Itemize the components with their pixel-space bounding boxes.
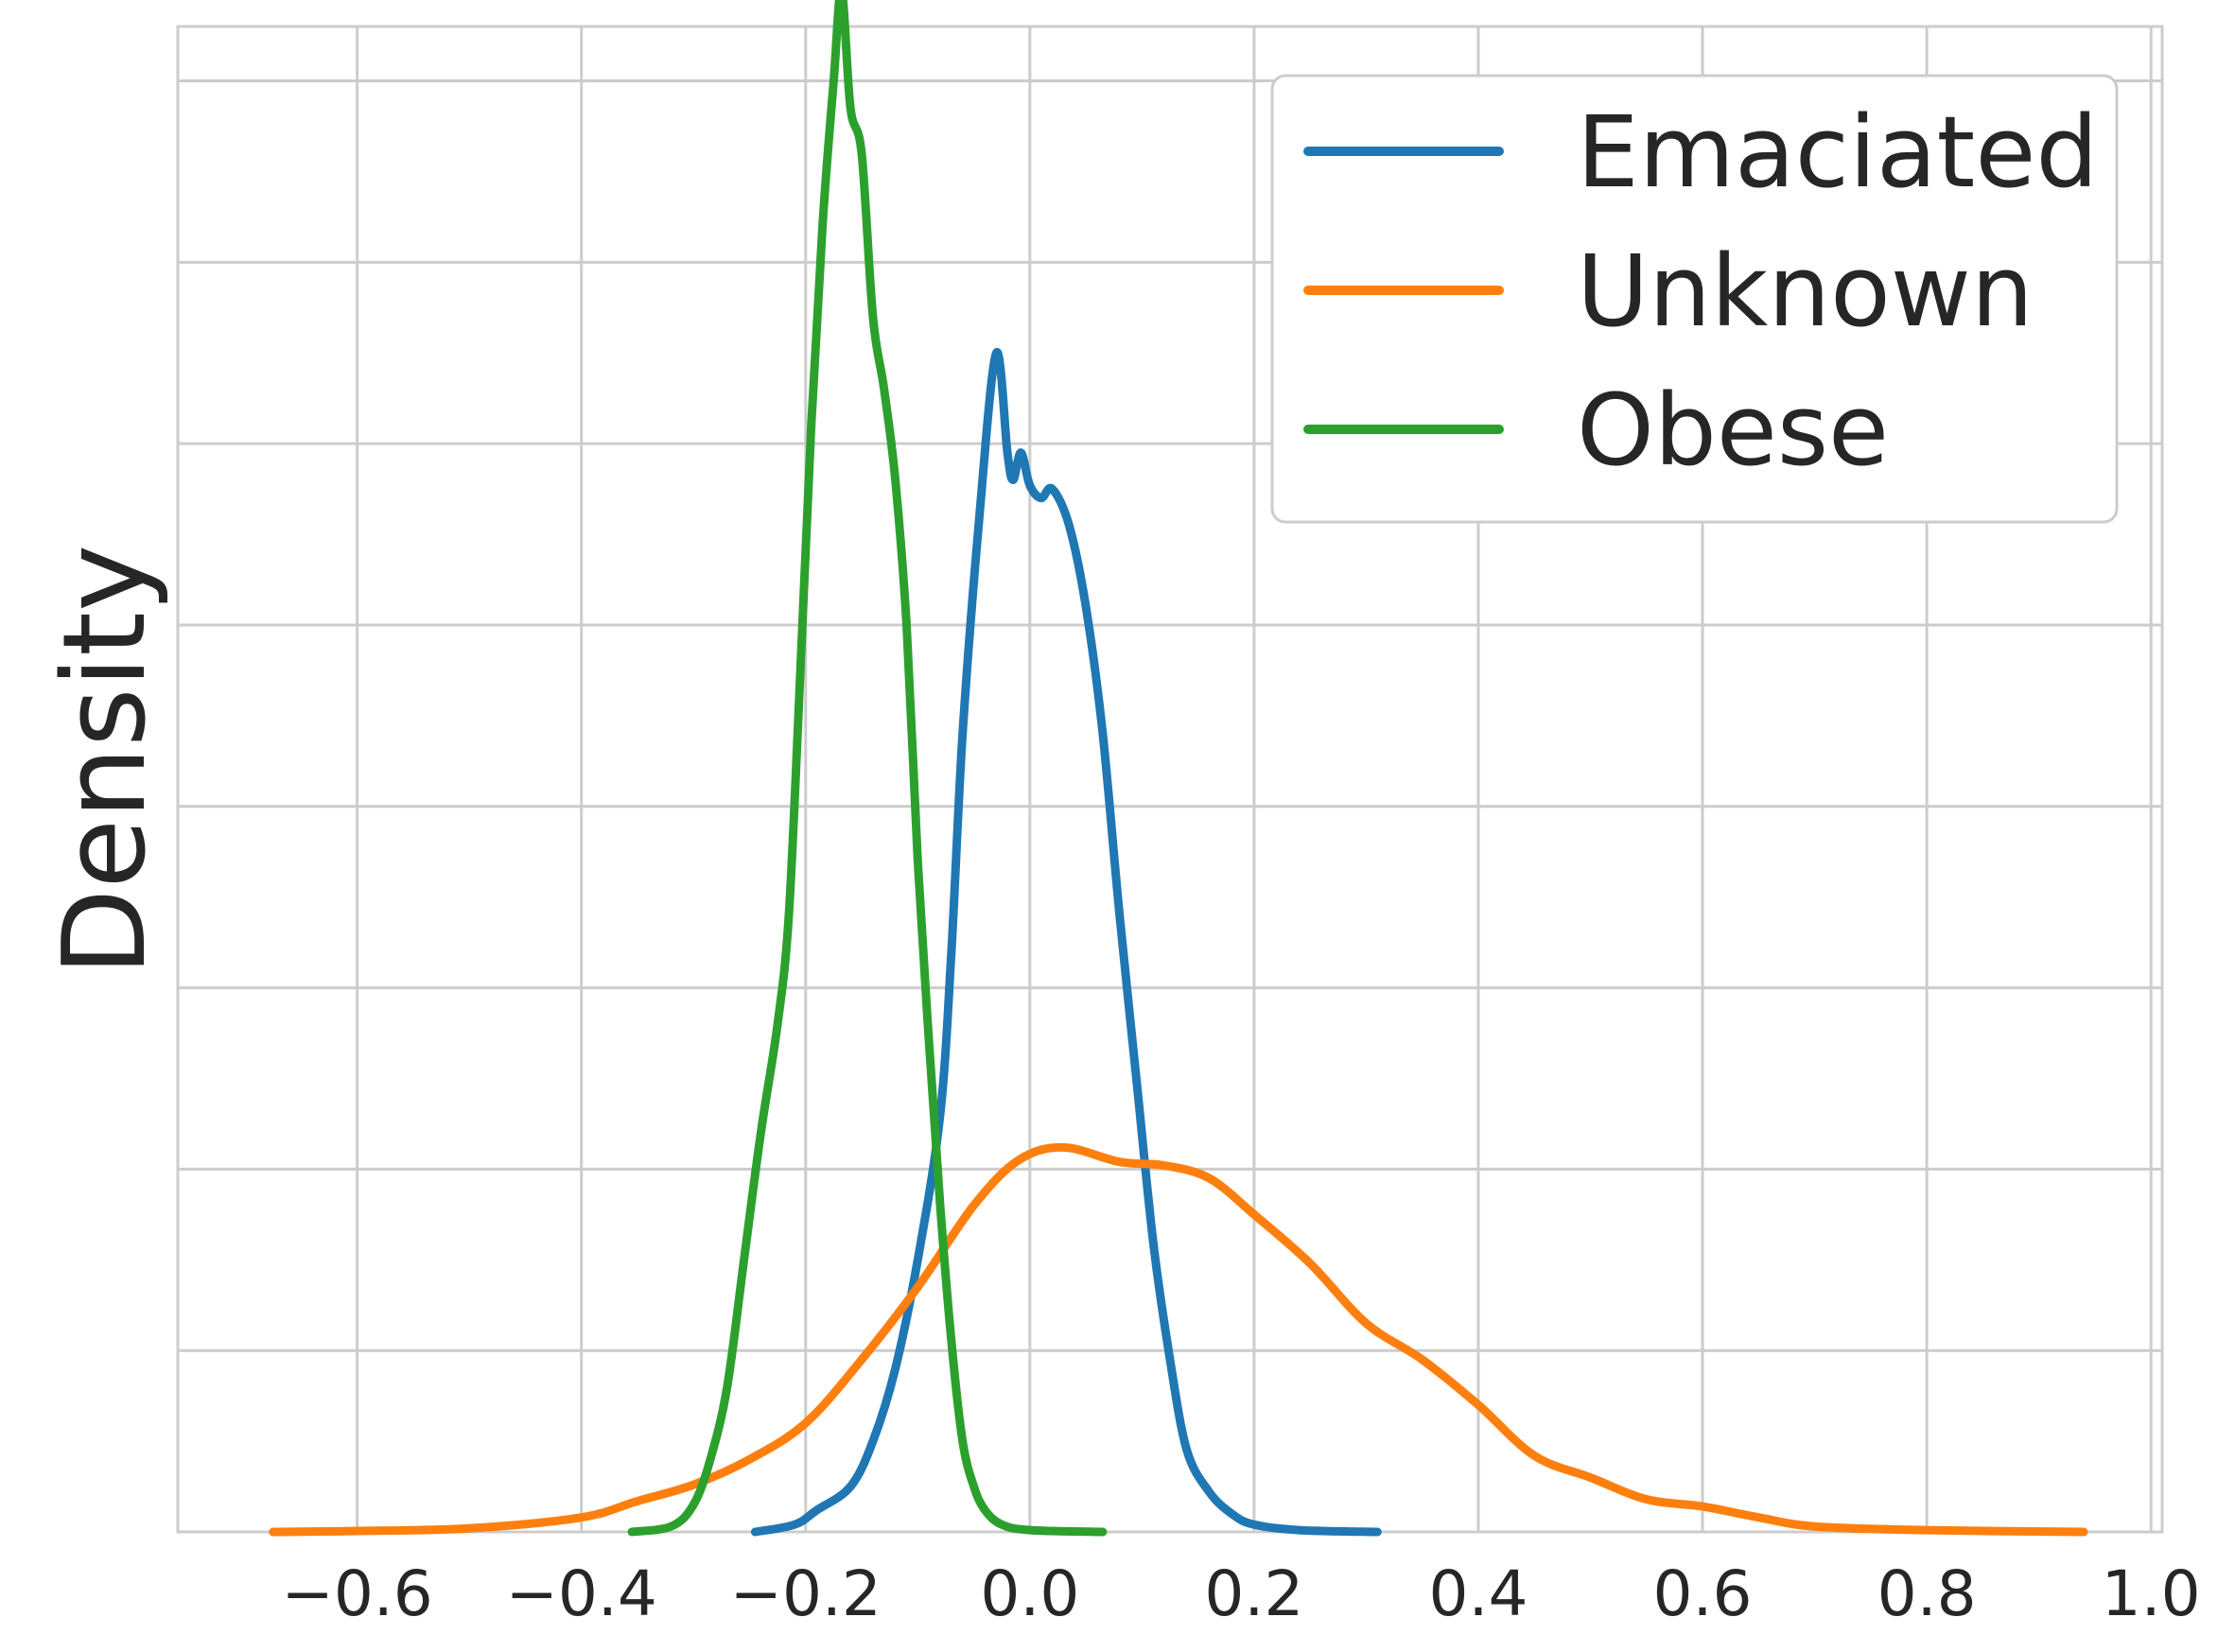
legend-box [1270, 74, 2119, 524]
x-tick-label: 0.2 [1204, 1557, 1303, 1630]
x-tick-label: 0.6 [1653, 1557, 1753, 1630]
series-line-obese [627, 0, 1108, 1537]
y-axis-label: Density [40, 545, 171, 976]
x-tick-label: −0.4 [506, 1557, 657, 1630]
x-tick-label: −0.2 [730, 1557, 882, 1630]
series-lines [269, 0, 2088, 1537]
x-tick-label: 0.8 [1877, 1557, 1977, 1630]
x-tick-label: −0.6 [282, 1557, 433, 1630]
series-line-unknown [269, 1142, 2088, 1537]
x-tick-label: 0.4 [1428, 1557, 1528, 1630]
series-line-emaciated [750, 348, 1382, 1537]
legend: Emaciated Unknown Obese [1270, 74, 2119, 524]
legend-label-unknown: Unknown [1577, 234, 2034, 349]
x-tick-label: 0.0 [980, 1557, 1079, 1630]
x-tick-labels: −0.6 −0.4 −0.2 0.0 0.2 0.4 0.6 0.8 1.0 [282, 1557, 2201, 1630]
legend-label-obese: Obese [1577, 373, 1889, 488]
axes-frame [176, 25, 2164, 1534]
legend-label-emaciated: Emaciated [1577, 95, 2098, 210]
x-tick-label: 1.0 [2102, 1557, 2201, 1630]
